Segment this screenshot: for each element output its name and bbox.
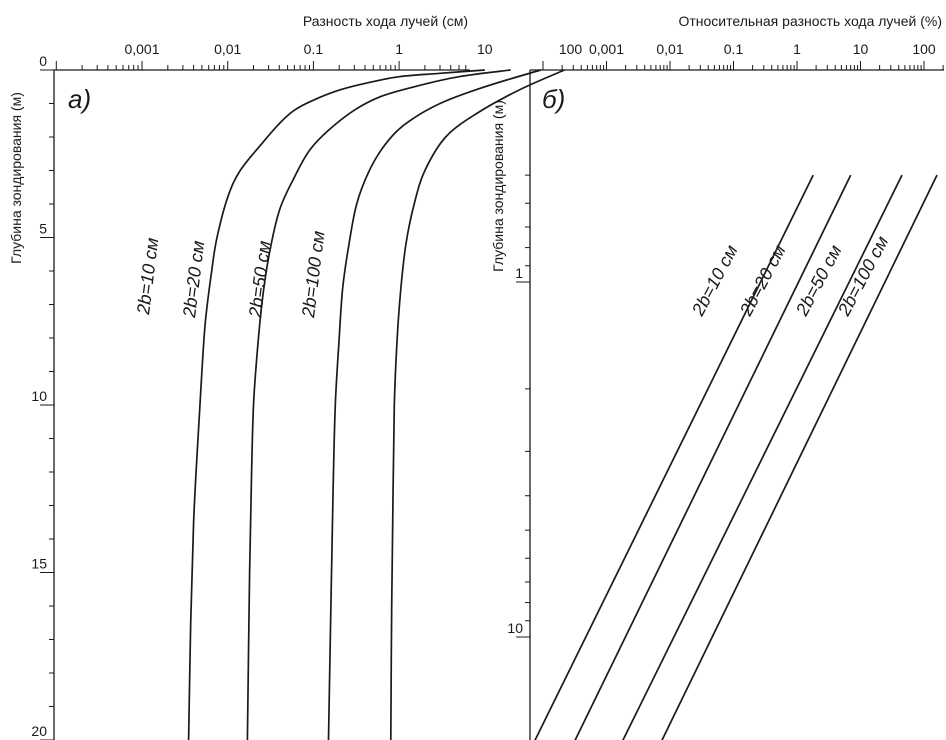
panel-a-y-ticks: 0 5 10 15 20 bbox=[31, 53, 54, 740]
panel-b-label-2b-10: 2b=10 см bbox=[687, 242, 741, 320]
panel-b-series-line-3 bbox=[622, 174, 903, 740]
x-tick-label: 0,01 bbox=[656, 41, 683, 57]
y-tick-label: 5 bbox=[39, 221, 47, 237]
panel-a-series-line-1 bbox=[187, 69, 485, 740]
x-tick-label: 100 bbox=[559, 41, 583, 57]
panel-b-x-axis-title: Относительная разность хода лучей (%) bbox=[678, 13, 942, 29]
y-tick-label: 15 bbox=[31, 556, 47, 572]
panel-b-label-2b-20: 2b=20 см bbox=[735, 242, 789, 320]
panel-a-x-axis-title: Разность хода лучей (см) bbox=[303, 13, 468, 29]
x-tick-label: 10 bbox=[477, 41, 493, 57]
panel-b-label-2b-100: 2b=100 см bbox=[833, 233, 892, 320]
x-tick-label: 0.1 bbox=[304, 41, 324, 57]
x-tick-label: 100 bbox=[912, 41, 936, 57]
panel-a-letter: а) bbox=[68, 84, 91, 114]
x-tick-label: 0,01 bbox=[214, 41, 241, 57]
panel-b-y-ticks: 1 10 bbox=[507, 174, 530, 638]
x-tick-label: 1 bbox=[793, 41, 801, 57]
panel-a-series-line-2 bbox=[246, 69, 511, 740]
panel-b-x-ticks: 0,001 0,01 0.1 1 10 100 bbox=[542, 41, 944, 70]
x-tick-label: 1 bbox=[395, 41, 403, 57]
panel-b-y-axis-title: Глубина зондирования (м) bbox=[490, 100, 506, 272]
y-tick-label: 1 bbox=[515, 265, 523, 281]
panel-a-label-2b-100: 2b=100 см bbox=[298, 230, 329, 320]
panel-a-series-line-4 bbox=[389, 69, 565, 740]
panel-b-letter: б) bbox=[542, 84, 565, 114]
panel-a-curves bbox=[187, 69, 565, 740]
panel-a-label-2b-50: 2b=50 см bbox=[245, 240, 274, 320]
y-tick-label: 20 bbox=[31, 723, 47, 739]
panel-a-label-2b-20: 2b=20 см bbox=[179, 240, 208, 320]
x-tick-label: 0,001 bbox=[124, 41, 159, 57]
x-tick-label: 10 bbox=[853, 41, 869, 57]
panel-a-x-ticks: 0,001 0,01 0.1 1 10 100 bbox=[55, 41, 583, 70]
y-tick-label: 0 bbox=[39, 53, 47, 69]
panel-b-series-line-1 bbox=[534, 174, 814, 740]
panel-b: Относительная разность хода лучей (%) Гл… bbox=[490, 13, 944, 740]
panel-a-label-2b-10: 2b=10 см bbox=[133, 237, 162, 317]
panel-a-y-axis-title: Глубина зондирования (м) bbox=[8, 92, 24, 264]
panel-a-series-line-3 bbox=[327, 69, 542, 740]
panel-b-curves bbox=[534, 174, 938, 740]
panel-b-series-line-4 bbox=[661, 174, 938, 740]
y-tick-label: 10 bbox=[31, 388, 47, 404]
y-tick-label: 10 bbox=[507, 620, 523, 636]
x-tick-label: 0,001 bbox=[589, 41, 624, 57]
x-tick-label: 0.1 bbox=[724, 41, 744, 57]
panel-b-series-line-2 bbox=[574, 174, 852, 740]
